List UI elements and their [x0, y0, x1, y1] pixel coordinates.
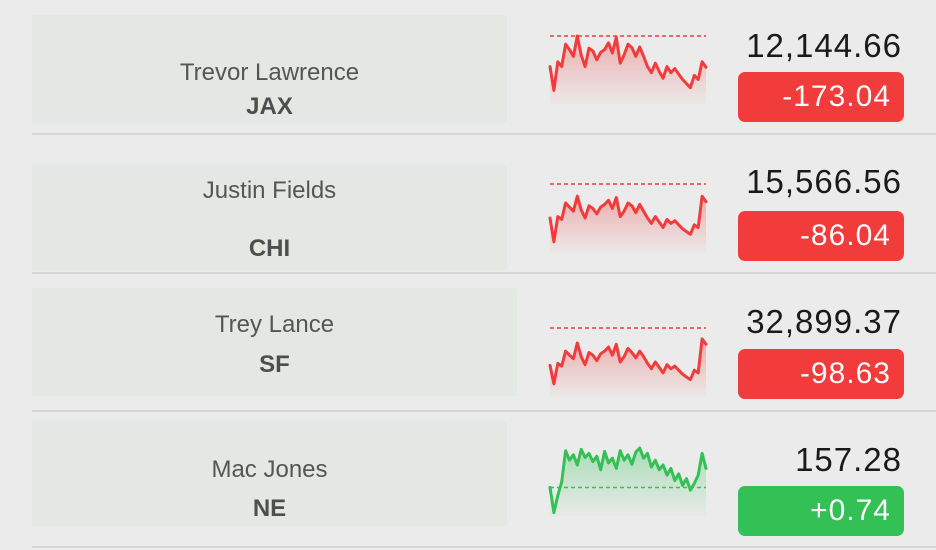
price-sparkline [548, 183, 708, 252]
change-badge[interactable]: -98.63 [738, 349, 904, 399]
player-card[interactable]: Trey Lance SF [32, 288, 517, 396]
change-badge[interactable]: -173.04 [738, 72, 904, 122]
sparkline-line [548, 194, 708, 244]
change-badge[interactable]: +0.74 [738, 486, 904, 536]
sparkline-line [548, 337, 708, 386]
team-code: SF [259, 351, 290, 378]
sparkline-line [548, 34, 708, 92]
team-code: JAX [246, 93, 293, 120]
player-card[interactable]: Trevor Lawrence JAX [32, 15, 507, 123]
player-card[interactable]: Mac Jones NE [32, 421, 507, 527]
row-divider [32, 272, 936, 274]
row-divider [32, 410, 936, 412]
sparkline-area [550, 448, 706, 516]
change-badge[interactable]: -86.04 [738, 211, 904, 261]
price-sparkline [548, 34, 708, 104]
price-value: 12,144.66 [746, 27, 902, 64]
row-divider [32, 133, 936, 135]
price-sparkline [548, 446, 708, 516]
team-code: CHI [248, 235, 291, 262]
player-name: Trevor Lawrence [179, 59, 360, 86]
player-name: Mac Jones [211, 456, 328, 483]
price-value: 157.28 [795, 441, 902, 478]
price-value: 32,899.37 [746, 303, 902, 340]
row-divider [32, 546, 936, 548]
player-name: Trey Lance [214, 311, 335, 338]
player-name: Justin Fields [202, 177, 337, 204]
sparkline-line [548, 446, 708, 515]
price-value: 15,566.56 [746, 163, 902, 200]
player-card[interactable]: Justin Fields CHI [32, 165, 507, 271]
team-code: NE [252, 495, 287, 522]
price-sparkline [548, 327, 708, 396]
